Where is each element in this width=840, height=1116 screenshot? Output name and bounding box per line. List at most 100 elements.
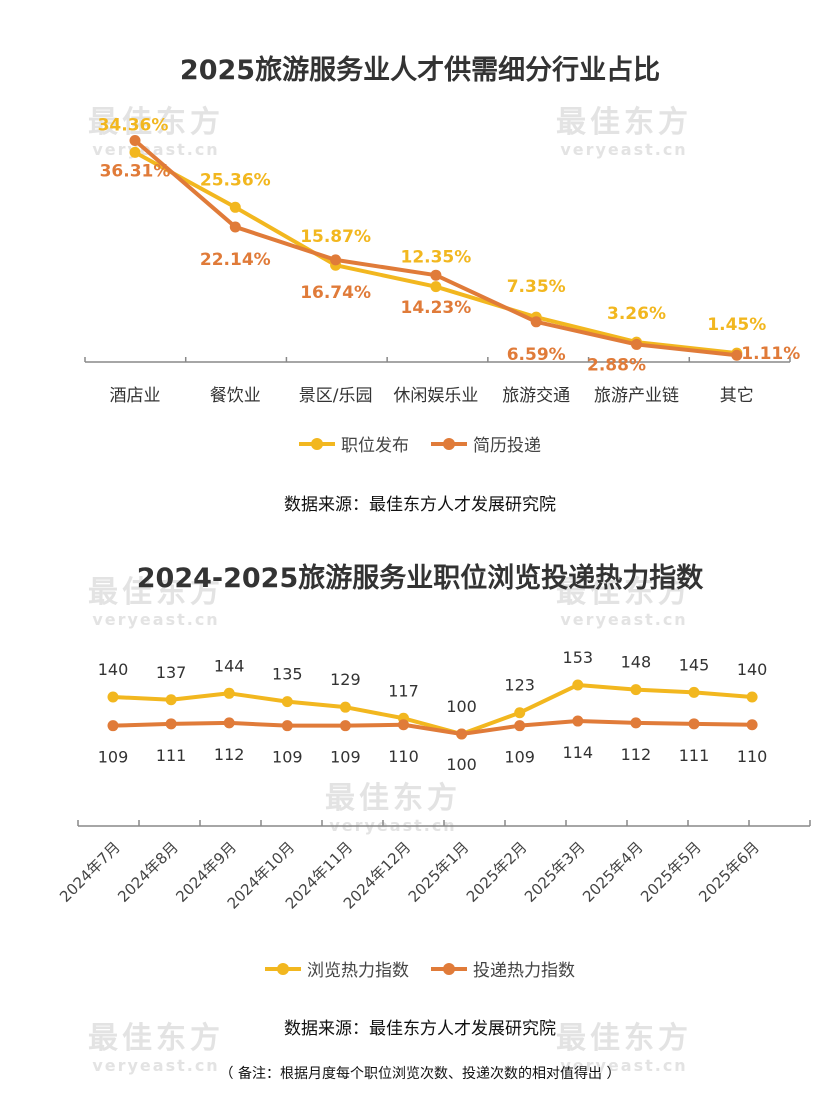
chart2-data-point	[572, 715, 584, 727]
chart2-data-label-browse: 153	[563, 648, 594, 667]
chart1-data-point	[631, 338, 642, 350]
legend-item-browse: 浏览热力指数	[265, 956, 409, 981]
chart2-data-label-browse: 140	[737, 660, 768, 679]
chart2-source: 数据来源：最佳东方人才发展研究院	[284, 1019, 556, 1039]
chart1-data-point	[330, 254, 342, 266]
chart2-data-label-apply: 100	[446, 755, 477, 774]
chart1-data-point	[229, 201, 241, 213]
chart2-data-label-apply: 111	[156, 746, 187, 765]
chart2-data-point	[281, 696, 293, 708]
chart2-legend: 浏览热力指数 投递热力指数	[0, 956, 840, 981]
chart2-data-point	[514, 720, 526, 732]
watermark: 最佳东方 veryeast.cn	[88, 1021, 224, 1075]
chart1-x-tick-label: 酒店业	[110, 386, 161, 406]
chart2-data-point	[630, 717, 642, 729]
chart2-data-label-apply: 114	[563, 743, 594, 762]
chart2-data-label-browse: 117	[388, 681, 419, 700]
chart2-data-label-browse: 148	[621, 653, 652, 672]
chart1-data-label-job: 15.87%	[300, 227, 371, 247]
chart1-data-label-job: 3.26%	[607, 304, 666, 324]
chart2-x-tick-label: 2024年8月	[114, 838, 182, 906]
chart2-x-tick-label: 2025年5月	[637, 838, 705, 906]
chart2-data-label-browse: 144	[214, 656, 245, 675]
watermark: 最佳东方 veryeast.cn	[88, 575, 224, 629]
chart1-data-label-job: 1.45%	[707, 315, 766, 335]
chart1-data-label-resume: 1.11%	[741, 344, 800, 364]
watermark: 最佳东方 veryeast.cn	[556, 575, 692, 629]
legend-item-resume: 简历投递	[431, 431, 541, 456]
chart2-data-label-apply: 109	[330, 748, 361, 767]
chart2-data-point	[746, 691, 758, 703]
chart1-data-label-job: 7.35%	[507, 277, 566, 297]
chart2-data-label-browse: 100	[446, 697, 477, 716]
chart1-data-label-resume: 6.59%	[507, 345, 566, 365]
chart2-data-point	[165, 694, 177, 706]
chart1-data-label-job: 34.36%	[98, 115, 169, 135]
chart1-legend: 职位发布 简历投递	[0, 431, 840, 456]
chart2-series-line-browse	[112, 682, 753, 736]
chart1-data-label-resume: 2.88%	[587, 355, 646, 375]
legend-label: 投递热力指数	[473, 961, 575, 981]
legend-swatch-apply	[431, 962, 467, 975]
chart1-data-label-resume: 14.23%	[400, 298, 471, 318]
chart2-data-point	[688, 718, 700, 730]
chart1-data-point	[430, 269, 442, 281]
chart2-data-point	[746, 719, 758, 731]
watermark: 最佳东方 veryeast.cn	[88, 105, 224, 159]
chart2-data-point	[688, 686, 700, 698]
watermark: 最佳东方 veryeast.cn	[556, 105, 692, 159]
legend-item-apply: 投递热力指数	[431, 956, 575, 981]
chart2-data-point	[107, 691, 119, 703]
chart2-x-tick-label: 2025年2月	[463, 838, 531, 906]
chart1-data-point	[129, 135, 141, 147]
chart2-data-label-browse: 137	[156, 663, 187, 682]
chart1-data-label-resume: 22.14%	[200, 250, 271, 270]
legend-swatch-job	[299, 437, 335, 450]
chart2-data-label-browse: 135	[272, 665, 303, 684]
chart2-data-point	[456, 728, 468, 740]
chart2-data-point	[630, 684, 642, 696]
chart2-x-tick-label: 2025年4月	[579, 838, 647, 906]
chart1-x-tick-label: 旅游交通	[502, 386, 570, 406]
chart1-data-label-resume: 36.31%	[100, 162, 171, 182]
chart2-data-point	[165, 718, 177, 730]
chart1-x-tick-label: 其它	[720, 386, 754, 406]
chart1-x-tick-label: 休闲娱乐业	[393, 386, 478, 406]
chart1-data-label-job: 12.35%	[400, 248, 471, 268]
chart2-series-line-apply	[112, 719, 753, 736]
chart1-x-tick-label: 旅游产业链	[594, 386, 679, 406]
chart1-source: 数据来源：最佳东方人才发展研究院	[284, 495, 556, 515]
chart1-data-label-job: 25.36%	[200, 170, 271, 190]
chart1-data-point	[129, 146, 141, 158]
chart2-data-label-browse: 129	[330, 670, 361, 689]
watermark: 最佳东方 veryeast.cn	[556, 1021, 692, 1075]
chart2-data-point	[339, 720, 351, 732]
legend-item-job: 职位发布	[299, 431, 409, 456]
chart2-data-label-browse: 123	[504, 676, 535, 695]
chart2-data-point	[572, 679, 584, 691]
chart1-data-point	[731, 349, 743, 361]
chart1-title: 2025旅游服务业人才供需细分行业占比	[179, 55, 661, 86]
chart1-data-point	[229, 221, 241, 233]
chart2-data-label-browse: 140	[98, 660, 129, 679]
legend-swatch-browse	[265, 962, 301, 975]
chart2-data-label-apply: 112	[214, 745, 245, 764]
chart2-data-label-apply: 112	[621, 745, 652, 764]
chart1-x-tick-label: 景区/乐园	[299, 386, 373, 406]
legend-label: 职位发布	[341, 436, 409, 456]
chart2-x-tick-label: 2025年6月	[695, 838, 763, 906]
chart2-data-point	[514, 707, 526, 719]
chart1-data-point	[530, 316, 542, 328]
chart1-data-label-resume: 16.74%	[300, 283, 371, 303]
chart2-data-point	[223, 717, 235, 729]
chart2-data-label-apply: 109	[504, 748, 535, 767]
chart2-data-point	[223, 687, 235, 699]
chart2-x-tick-label: 2025年3月	[521, 838, 589, 906]
chart2-data-label-apply: 110	[737, 747, 768, 766]
chart2-x-tick-label: 2024年7月	[56, 838, 124, 906]
chart2-data-point	[281, 720, 293, 732]
chart2-title: 2024-2025旅游服务业职位浏览投递热力指数	[136, 563, 704, 594]
chart2-x-tick-label: 2025年1月	[405, 838, 473, 906]
chart2-data-label-browse: 145	[679, 655, 710, 674]
